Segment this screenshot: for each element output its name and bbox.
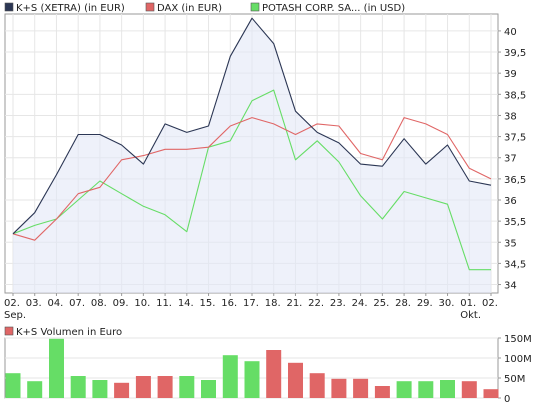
x-tick-label: 21. [286, 298, 302, 309]
x-tick-label: 15. [200, 298, 216, 309]
price-panel: 34 34,5 35 35,5 36 36,5 37 37,5 38 38,5 39 39,5 40 [4, 13, 526, 294]
legend-label: DAX (in EUR) [157, 3, 222, 14]
volume-legend-swatch [4, 326, 14, 336]
x-tick-label: 22. [308, 298, 324, 309]
x-tick-label: 29. [417, 298, 433, 309]
volume-bar [353, 378, 369, 398]
volume-bar [440, 380, 455, 398]
y-tick-label: 38,5 [504, 90, 526, 101]
volume-bar [179, 376, 195, 398]
volume-bar [157, 376, 173, 398]
price-legend: K+S (XETRA) (in EUR) DAX (in EUR) POTASH C… [4, 2, 405, 14]
volume-bar [266, 350, 282, 398]
ks-area-fill [13, 18, 491, 293]
x-tick-sublabel: Sep. [4, 310, 26, 321]
x-tick-label: 02. [482, 298, 498, 309]
x-tick-sublabel: Okt. [460, 310, 481, 321]
x-tick-label: 18. [265, 298, 281, 309]
legend-label: POTASH CORP. SA... (in USD) [262, 3, 405, 14]
volume-bar [461, 381, 477, 398]
volume-bar [49, 338, 64, 398]
x-tick-label: 07. [69, 298, 85, 309]
volume-bar [92, 380, 108, 398]
volume-bar [222, 355, 238, 398]
volume-legend: K+S Volumen in Euro [4, 326, 122, 338]
legend-swatch [4, 2, 14, 12]
volume-bar [288, 362, 303, 398]
series-line-dax [12, 117, 492, 241]
y-tick-label: 37 [504, 154, 517, 165]
legend-label: K+S (XETRA) (in EUR) [16, 3, 125, 14]
x-tick-label: 04. [47, 298, 63, 309]
volume-panel: 0 50M 100M 150M [4, 334, 532, 405]
y-tick-label: 38 [504, 111, 517, 122]
x-axis: 02.Sep.03. 04. 07. 08. 09. 10. 11. 14. 15. 16. 17.… [4, 293, 498, 321]
volume-bar [396, 381, 412, 398]
x-tick-label: 03. [26, 298, 42, 309]
volume-bar [418, 381, 434, 398]
y-tick-label: 37,5 [504, 133, 526, 144]
volume-bar [27, 381, 43, 398]
x-tick-label: 28. [395, 298, 411, 309]
volume-bar [70, 376, 86, 398]
y-tick-label: 35,5 [504, 217, 526, 228]
x-tick-label: 01. [460, 298, 476, 309]
volume-y-tick-label: 0 [504, 394, 510, 405]
volume-y-tick-label: 100M [504, 354, 532, 365]
volume-bar [114, 382, 130, 398]
x-tick-label: 09. [113, 298, 129, 309]
volume-bar [374, 386, 390, 398]
x-tick-label: 02. [4, 298, 20, 309]
y-tick-label: 34 [504, 281, 517, 292]
series-line-potash [12, 89, 491, 271]
x-tick-label: 17. [243, 298, 259, 309]
volume-y-tick-label: 150M [504, 334, 532, 345]
volume-bar [5, 373, 21, 398]
legend-swatch [250, 2, 260, 12]
y-tick-label: 40 [504, 27, 517, 38]
volume-legend-label: K+S Volumen in Euro [16, 327, 122, 338]
volume-bar [244, 361, 260, 398]
x-tick-label: 10. [134, 298, 150, 309]
legend-swatch [145, 2, 155, 12]
volume-y-tick-label: 50M [504, 374, 525, 385]
x-tick-label: 11. [156, 298, 172, 309]
volume-bar [135, 376, 151, 398]
y-tick-label: 39,5 [504, 48, 526, 59]
x-tick-label: 14. [178, 298, 194, 309]
y-tick-label: 35 [504, 238, 517, 249]
x-tick-label: 08. [91, 298, 107, 309]
volume-bar [331, 378, 347, 398]
volume-bar [201, 380, 216, 398]
x-tick-label: 23. [330, 298, 346, 309]
x-tick-label: 30. [439, 298, 455, 309]
volume-bar [309, 373, 325, 398]
series-line-ks [12, 17, 492, 235]
volume-bar [483, 389, 499, 398]
x-tick-label: 16. [221, 298, 237, 309]
y-tick-label: 39 [504, 69, 517, 80]
y-tick-label: 34,5 [504, 259, 526, 270]
x-tick-label: 24. [352, 298, 368, 309]
x-tick-label: 25. [373, 298, 389, 309]
y-tick-label: 36 [504, 196, 517, 207]
y-tick-label: 36,5 [504, 175, 526, 186]
